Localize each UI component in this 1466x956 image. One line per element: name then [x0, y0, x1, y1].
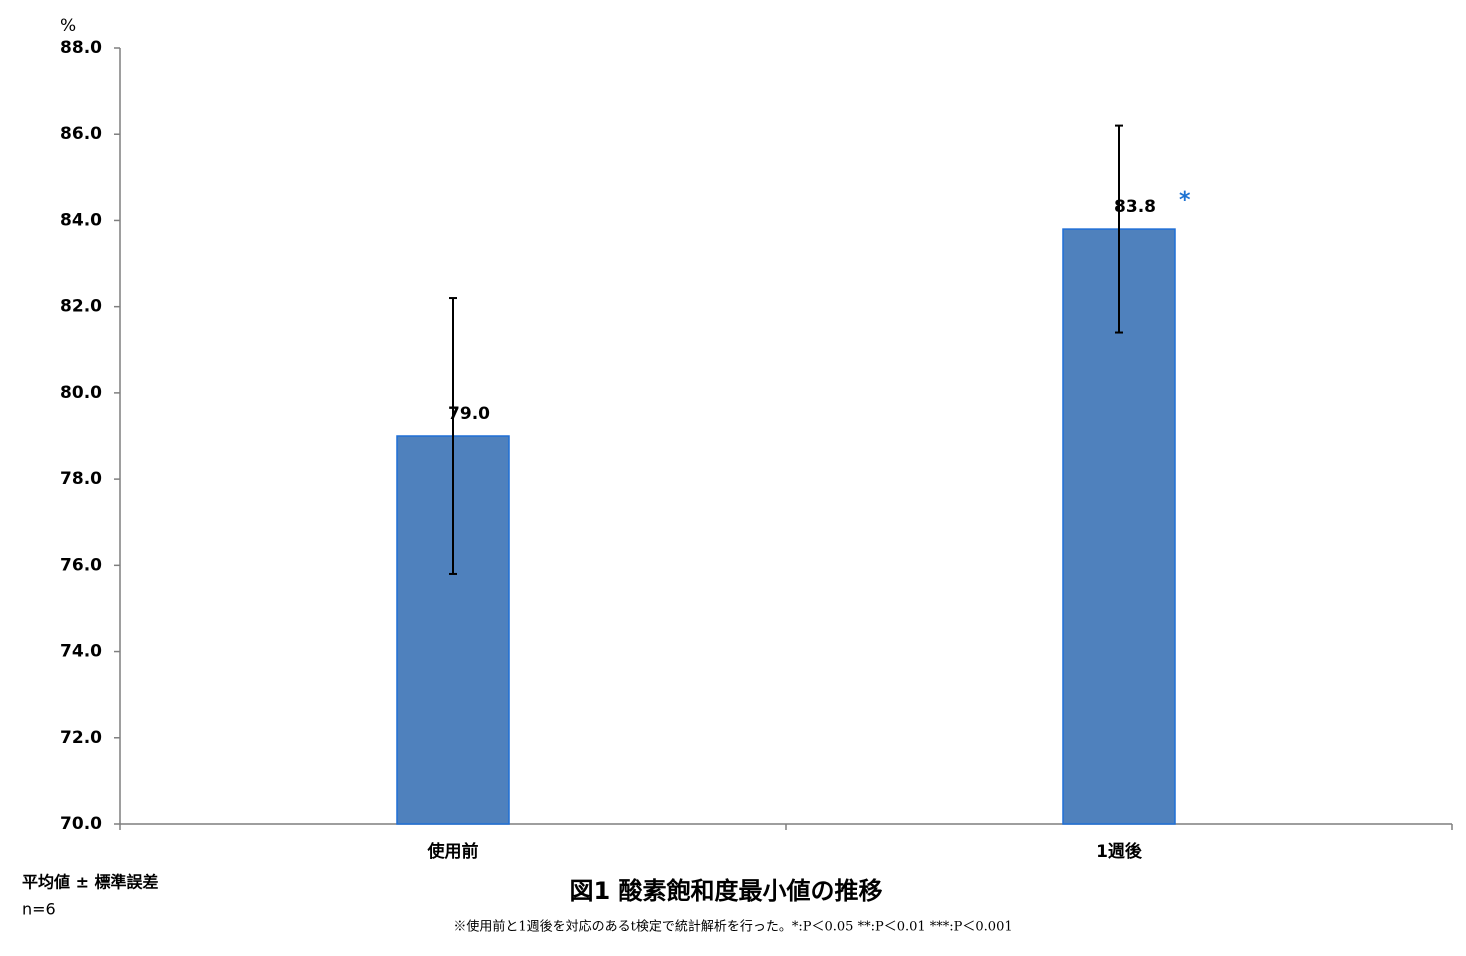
x-tick-label: 1週後 [1096, 841, 1143, 862]
chart-title: 図1 酸素飽和度最小値の推移 [569, 877, 882, 905]
y-tick-label: 84.0 [60, 210, 102, 230]
error-bar [1115, 124, 1123, 334]
y-axis-unit: % [60, 16, 76, 36]
y-tick-label: 76.0 [60, 555, 102, 575]
error-bar [449, 297, 457, 575]
y-tick-label: 72.0 [60, 728, 102, 748]
y-tick-label: 82.0 [60, 297, 102, 317]
x-tick-label: 使用前 [427, 841, 479, 862]
data-label: 79.0 [448, 404, 490, 424]
legend-note: 平均値 ± 標準誤差 [22, 873, 159, 892]
y-tick-label: 78.0 [60, 469, 102, 489]
y-tick-label: 88.0 [60, 38, 102, 58]
y-tick-label: 86.0 [60, 124, 102, 144]
n-note: n=6 [22, 900, 56, 919]
y-tick-label: 74.0 [60, 642, 102, 662]
footnote: ※使用前と1週後を対応のあるt検定で統計解析を行った。*:P＜0.05 **:P… [453, 919, 1012, 935]
data-label: 83.8 [1114, 197, 1156, 217]
y-tick-label: 80.0 [60, 383, 102, 403]
significance-mark: * [1179, 188, 1191, 213]
y-tick-label: 70.0 [60, 814, 102, 834]
